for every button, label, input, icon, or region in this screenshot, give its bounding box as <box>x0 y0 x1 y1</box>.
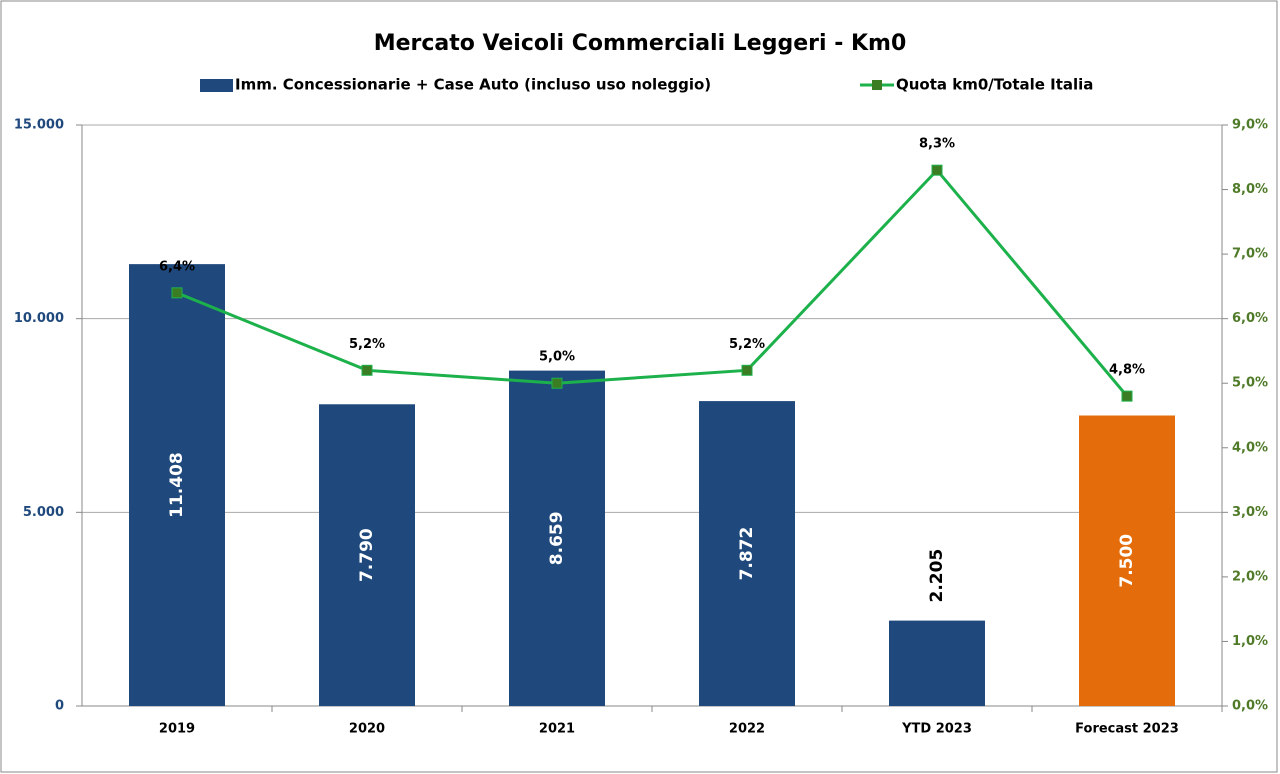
y-tick-label: 15.000 <box>14 118 64 133</box>
y2-tick-label: 4,0% <box>1232 440 1268 455</box>
bar-value-label: 2.205 <box>927 549 947 603</box>
y2-tick-label: 7,0% <box>1232 247 1268 262</box>
chart-title: Mercato Veicoli Commerciali Leggeri - Km… <box>374 31 907 56</box>
bar-value-label: 11.408 <box>167 452 187 518</box>
y2-tick-label: 1,0% <box>1232 634 1268 649</box>
y2-tick-label: 2,0% <box>1232 569 1268 584</box>
bar-value-label: 8.659 <box>547 511 567 565</box>
x-tick-label: 2020 <box>349 722 385 737</box>
line-value-label: 6,4% <box>159 259 195 274</box>
line-value-label: 5,2% <box>729 337 765 352</box>
bar <box>509 370 605 706</box>
x-tick-label: 2022 <box>729 722 765 737</box>
line-value-label: 8,3% <box>919 137 955 152</box>
y-tick-label: 10.000 <box>14 311 64 326</box>
bar-value-label: 7.872 <box>737 527 757 581</box>
line-marker <box>1121 390 1133 402</box>
line <box>176 167 1129 398</box>
bar <box>129 264 225 706</box>
line-marker <box>741 364 753 376</box>
legend-swatch <box>200 79 233 92</box>
y-tick-label: 5.000 <box>23 505 64 520</box>
x-tick-label: 2019 <box>159 722 195 737</box>
bar-value-label: 7.790 <box>357 528 377 582</box>
line-marker <box>551 377 563 389</box>
legend-label: Quota km0/Totale Italia <box>896 76 1093 94</box>
y2-tick-label: 3,0% <box>1232 505 1268 520</box>
x-tick-label: YTD 2023 <box>901 722 972 737</box>
line-value-label: 4,8% <box>1109 363 1145 378</box>
bar-value-label: 7.500 <box>1117 534 1137 588</box>
line-value-label: 5,2% <box>349 337 385 352</box>
bar <box>1079 415 1175 706</box>
line-marker <box>171 287 183 299</box>
bar <box>699 401 795 706</box>
x-tick-label: Forecast 2023 <box>1075 722 1179 737</box>
y-tick-label: 0 <box>55 699 64 714</box>
line-marker <box>931 164 943 176</box>
bar <box>319 404 415 706</box>
y2-tick-label: 0,0% <box>1232 699 1268 714</box>
y2-tick-label: 9,0% <box>1232 118 1268 133</box>
y2-tick-label: 5,0% <box>1232 376 1268 391</box>
line-marker <box>361 364 373 376</box>
y2-tick-label: 8,0% <box>1232 182 1268 197</box>
line-value-label: 5,0% <box>539 350 575 365</box>
y2-tick-label: 6,0% <box>1232 311 1268 326</box>
x-tick-label: 2021 <box>539 722 575 737</box>
bar <box>889 620 985 706</box>
legend-label: Imm. Concessionarie + Case Auto (incluso… <box>235 76 711 94</box>
legend-swatch <box>872 80 882 90</box>
